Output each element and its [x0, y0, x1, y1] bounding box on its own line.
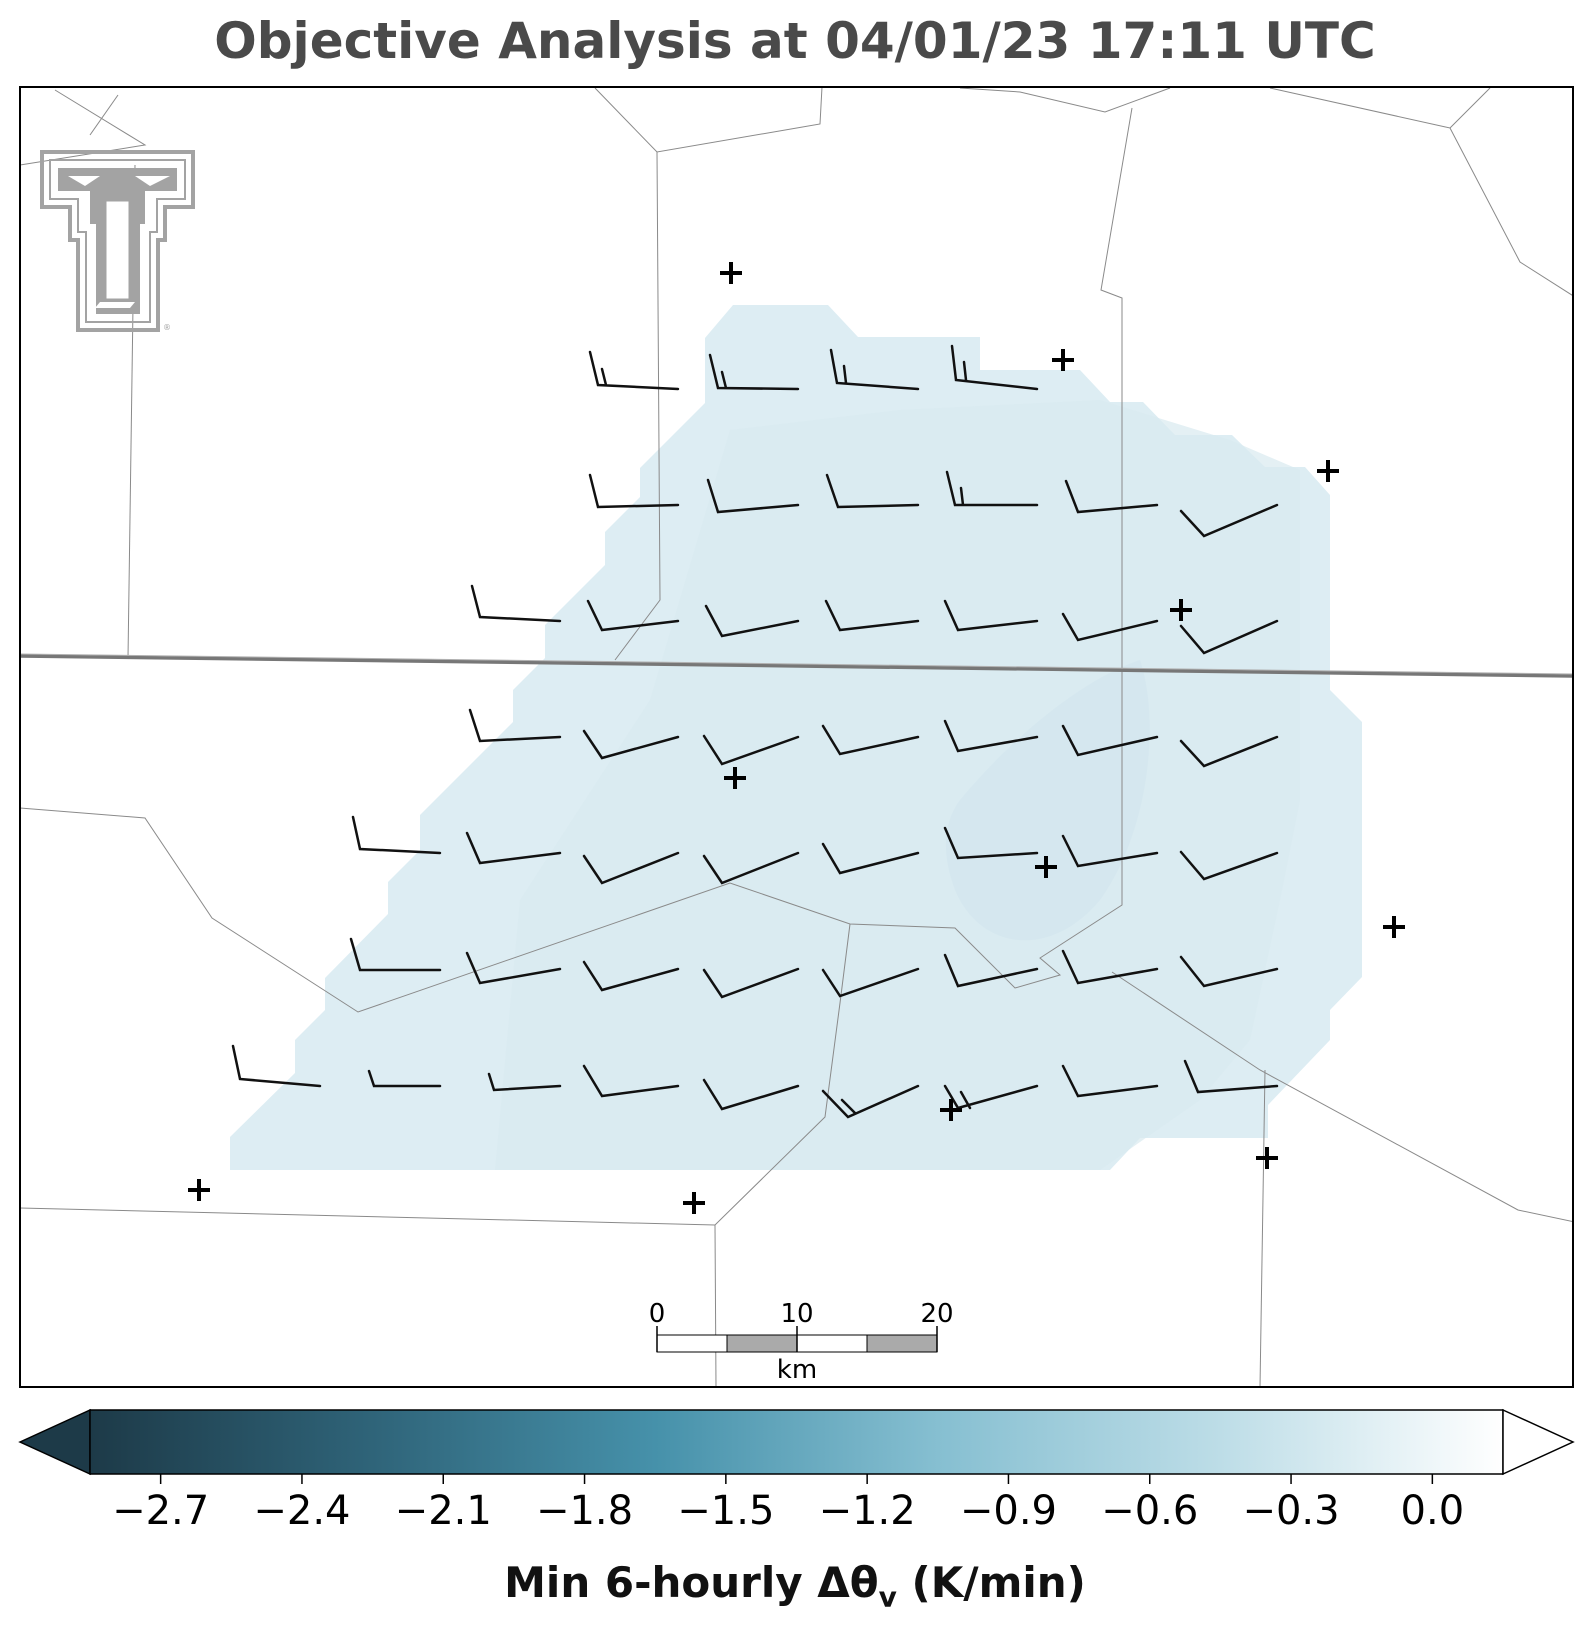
wind-barb [582, 1064, 680, 1098]
wind-barb [349, 937, 442, 972]
wind-barb [950, 344, 1039, 391]
colorbar-label-unit: (K/min) [896, 1558, 1086, 1607]
wind-barb [825, 473, 920, 509]
colorbar-ticks: −2.7 −2.4 −2.1 −1.8 −1.5 −1.2 −0.9 −0.6 −0.3 0.0 [112, 1474, 1464, 1534]
wind-barb [1179, 503, 1279, 538]
station-marker [1170, 599, 1192, 621]
wind-barb [1061, 949, 1159, 985]
map-frame [19, 86, 1574, 1388]
station-marker [1035, 856, 1057, 878]
wind-barb [586, 599, 680, 632]
station-markers [188, 262, 1405, 1214]
texas-tech-logo: ® [40, 150, 195, 332]
colorbar-tick-label: −1.5 [677, 1488, 774, 1534]
wind-barb [821, 967, 920, 998]
station-marker [720, 262, 742, 284]
svg-text:®: ® [163, 323, 171, 332]
station-marker [1052, 349, 1074, 371]
colorbar-body [89, 1409, 1504, 1475]
wind-barb [1064, 479, 1159, 514]
scale-unit: km [777, 1355, 817, 1385]
wind-barb [487, 1072, 562, 1092]
station-marker [188, 1179, 210, 1201]
wind-barb [231, 1044, 322, 1088]
wind-barb [702, 851, 800, 885]
wind-barb [943, 953, 1039, 988]
county-boundaries [20, 87, 1573, 1387]
map-area: ® 0 10 20 km [20, 87, 1573, 1387]
wind-barb [702, 967, 800, 999]
scale-tick-20: 20 [920, 1299, 953, 1329]
wind-barb [821, 842, 920, 875]
wind-barb [702, 734, 800, 766]
wind-barb [943, 599, 1039, 632]
wind-barb [582, 960, 680, 992]
map-title: Objective Analysis at 04/01/23 17:11 UTC [214, 12, 1376, 70]
colorbar-label: Min 6-hourly Δθv (K/min) [0, 1558, 1590, 1613]
wind-barb [704, 604, 800, 638]
wind-barb [351, 815, 442, 855]
wind-barb [824, 599, 920, 632]
colorbar-tick-label: −1.8 [536, 1488, 633, 1534]
station-marker [683, 1192, 705, 1214]
wind-barb [1183, 1059, 1279, 1094]
colorbar-tick-label: −2.7 [112, 1488, 209, 1534]
wind-barb [1179, 955, 1279, 988]
wind-barb [708, 353, 800, 391]
wind-barb [829, 348, 920, 391]
colorbar-label-sub: v [878, 1580, 897, 1614]
wind-barb [821, 724, 920, 756]
analysis-inner-region [495, 400, 1300, 1170]
wind-barb [1179, 850, 1279, 881]
wind-barb [465, 831, 562, 865]
wind-barb [367, 1069, 442, 1088]
wind-barb [1061, 834, 1159, 868]
wind-barb [706, 478, 800, 514]
wind-barb [465, 951, 562, 985]
colorbar-label-main: Min 6-hourly Δθ [504, 1558, 879, 1607]
station-marker [1256, 1147, 1278, 1169]
colorbar: −2.7 −2.4 −2.1 −1.8 −1.5 −1.2 −0.9 −0.6 −0.3 0.0 [18, 1408, 1575, 1534]
analysis-contour-minimum [945, 660, 1150, 941]
wind-barb [588, 350, 680, 391]
wind-barb [582, 851, 680, 885]
wind-barb [702, 1078, 800, 1111]
state-border [20, 654, 1573, 678]
colorbar-tick-label: −1.2 [819, 1488, 916, 1534]
colorbar-tick-label: −0.3 [1242, 1488, 1339, 1534]
scale-tick-10: 10 [780, 1299, 813, 1329]
wind-barb [1179, 619, 1279, 655]
colorbar-tick-label: −0.6 [1101, 1488, 1198, 1534]
wind-barb [582, 729, 680, 760]
wind-barb [470, 584, 562, 623]
scale-tick-0: 0 [649, 1299, 666, 1329]
station-marker [940, 1099, 962, 1121]
wind-barb [821, 1084, 920, 1119]
wind-barb [468, 708, 562, 743]
wind-barb [943, 826, 1039, 860]
colorbar-tick-label: −2.1 [395, 1488, 492, 1534]
wind-barb [588, 473, 680, 509]
wind-barb [1061, 612, 1159, 642]
wind-barb [1061, 1064, 1159, 1098]
wind-barbs [231, 344, 1279, 1119]
wind-barb [945, 470, 1039, 507]
colorbar-tick-label: 0.0 [1401, 1488, 1465, 1534]
wind-barb [1179, 735, 1279, 768]
wind-barb [943, 719, 1039, 753]
station-marker [1317, 460, 1339, 482]
scale-bar: 0 10 20 km [649, 1299, 954, 1385]
colorbar-tick-label: −0.9 [960, 1488, 1057, 1534]
colorbar-extend-low [18, 1408, 91, 1476]
wind-barb [1061, 724, 1159, 757]
colorbar-extend-high [1502, 1408, 1575, 1476]
station-marker [1383, 916, 1405, 938]
colorbar-tick-label: −2.4 [253, 1488, 350, 1534]
station-marker [724, 767, 746, 789]
